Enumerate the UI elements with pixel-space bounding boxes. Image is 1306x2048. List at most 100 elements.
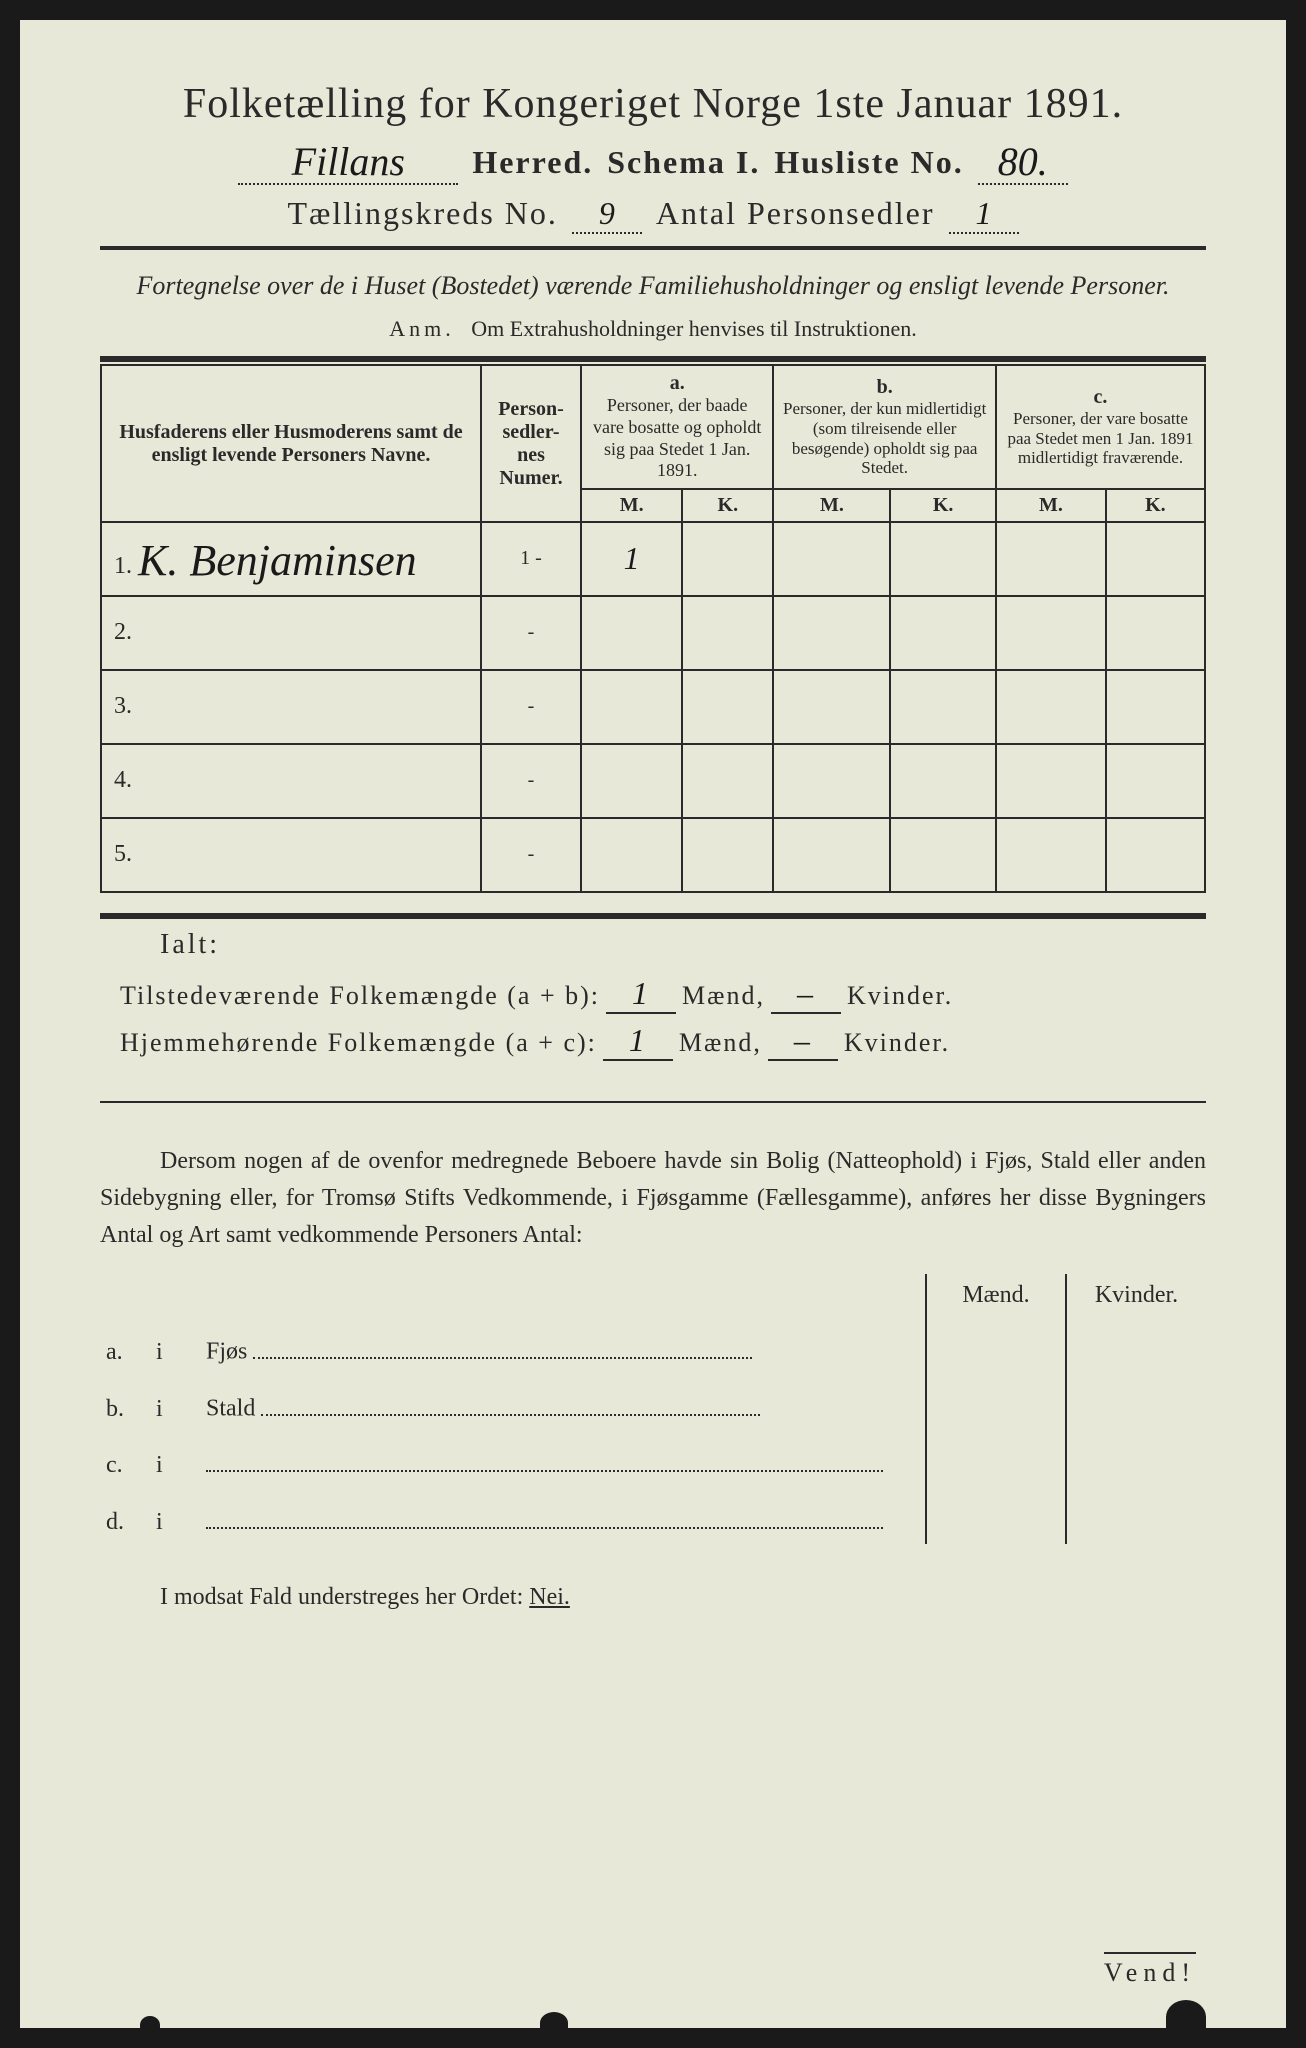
census-form-page: Folketælling for Kongeriget Norge 1ste J… [20, 20, 1286, 2028]
row-a-m [581, 744, 682, 818]
kreds-label: Tællingskreds No. [287, 195, 557, 232]
col-c-m: M. [996, 489, 1106, 522]
table-row: 2. - [101, 596, 1205, 670]
totals2-k: – [794, 1022, 812, 1058]
sb-m [926, 1431, 1066, 1488]
row-num: 2. [114, 619, 132, 645]
col-b: b. Personer, der kun midlertidigt (som t… [773, 365, 996, 488]
row-sed: - [481, 670, 581, 744]
row-name-cell: 2. [101, 596, 481, 670]
col-b-k: K. [890, 489, 996, 522]
totals-kvinder: Kvinder. [847, 981, 953, 1011]
totals2-label: Hjemmehørende Folkemængde (a + c): [120, 1028, 597, 1058]
row-b-m [773, 522, 890, 596]
col-b-m: M. [773, 489, 890, 522]
sb-type: Fjøs [200, 1317, 926, 1374]
row-c-m [996, 522, 1106, 596]
row-c-k [1106, 670, 1205, 744]
row-a-k [682, 522, 773, 596]
row-b-k [890, 744, 996, 818]
row-sed: - [481, 744, 581, 818]
ialt-label: Ialt: [160, 929, 1206, 961]
sb-row: b.iStald [100, 1374, 1206, 1431]
row-sed: 1 - [481, 522, 581, 596]
side-building-table: Mænd. Kvinder. a.iFjøs b.iStald c.i d.i [100, 1274, 1206, 1543]
row-c-k [1106, 818, 1205, 892]
col-a-text: Personer, der baade vare bosatte og opho… [590, 395, 764, 481]
row-a-k [682, 744, 773, 818]
sb-letter: b. [100, 1374, 150, 1431]
row-c-m [996, 744, 1106, 818]
totals-line-2: Hjemmehørende Folkemængde (a + c): 1 Mæn… [120, 1022, 1206, 1061]
divider [100, 246, 1206, 250]
main-table: Husfaderens eller Husmoderens samt de en… [100, 364, 1206, 892]
kreds-value: 9 [599, 195, 615, 231]
para-text: Dersom nogen af de ovenfor medregnede Be… [100, 1148, 1206, 1248]
sb-maend: Mænd. [926, 1274, 1066, 1317]
row-name-cell: 4. [101, 744, 481, 818]
row-c-m [996, 670, 1106, 744]
husliste-label: Husliste No. [774, 144, 963, 181]
sb-m [926, 1317, 1066, 1374]
husliste-value: 80. [998, 138, 1048, 185]
totals-maend2: Mænd, [679, 1028, 762, 1058]
row-b-k [890, 818, 996, 892]
header-line-2: Fillans Herred. Schema I. Husliste No. 8… [100, 136, 1206, 185]
row-c-m [996, 596, 1106, 670]
col-names: Husfaderens eller Husmoderens samt de en… [101, 365, 481, 521]
col-c-label: c. [1005, 386, 1196, 409]
row-b-m [773, 744, 890, 818]
totals-maend: Mænd, [682, 981, 765, 1011]
row-num: 4. [114, 767, 132, 793]
col-a-k: K. [682, 489, 773, 522]
antal-label: Antal Personsedler [656, 195, 935, 232]
sb-kvinder: Kvinder. [1066, 1274, 1206, 1317]
row-a-m: 1 [581, 522, 682, 596]
row-num: 1. [114, 553, 132, 579]
row-a-k [682, 596, 773, 670]
row-c-m [996, 818, 1106, 892]
sb-letter: c. [100, 1431, 150, 1488]
col-c-text: Personer, der vare bosatte paa Stedet me… [1005, 409, 1196, 468]
row-num: 3. [114, 693, 132, 719]
row-c-k [1106, 744, 1205, 818]
sb-letter: a. [100, 1317, 150, 1374]
row-b-k [890, 522, 996, 596]
main-table-wrap: Husfaderens eller Husmoderens samt de en… [100, 356, 1206, 918]
sb-k [1066, 1374, 1206, 1431]
table-row: 4. - [101, 744, 1205, 818]
sb-i: i [150, 1431, 200, 1488]
nei-pre: I modsat Fald understreges her Ordet: [160, 1584, 523, 1610]
col-a: a. Personer, der baade vare bosatte og o… [581, 365, 773, 488]
col-a-m: M. [581, 489, 682, 522]
row-c-k [1106, 596, 1205, 670]
col-a-label: a. [590, 372, 764, 395]
totals-kvinder2: Kvinder. [844, 1028, 950, 1058]
schema-label: Schema I. [607, 144, 760, 181]
row-sed: - [481, 596, 581, 670]
row-b-k [890, 670, 996, 744]
row-a-k [682, 670, 773, 744]
sb-i: i [150, 1374, 200, 1431]
anm-line: Anm. Om Extrahusholdninger henvises til … [100, 316, 1206, 342]
col-b-text: Personer, der kun midlertidigt (som tilr… [782, 399, 987, 477]
side-building-paragraph: Dersom nogen af de ovenfor medregnede Be… [100, 1143, 1206, 1255]
sb-type: Stald [200, 1374, 926, 1431]
row-b-k [890, 596, 996, 670]
herred-value: Fillans [292, 138, 405, 185]
totals1-k: – [797, 975, 815, 1011]
row-a-m [581, 596, 682, 670]
page-tear [1166, 2000, 1206, 2034]
row-name-cell: 5. [101, 818, 481, 892]
row-b-m [773, 670, 890, 744]
totals-line-1: Tilstedeværende Folkemængde (a + b): 1 M… [120, 975, 1206, 1014]
table-row: 1. K. Benjaminsen1 -1 [101, 522, 1205, 596]
totals1-m: 1 [632, 975, 650, 1011]
sb-i: i [150, 1317, 200, 1374]
row-b-m [773, 818, 890, 892]
col-c-k: K. [1106, 489, 1205, 522]
antal-value: 1 [976, 195, 992, 231]
sb-k [1066, 1317, 1206, 1374]
page-title: Folketælling for Kongeriget Norge 1ste J… [100, 80, 1206, 128]
totals1-label: Tilstedeværende Folkemængde (a + b): [120, 981, 600, 1011]
